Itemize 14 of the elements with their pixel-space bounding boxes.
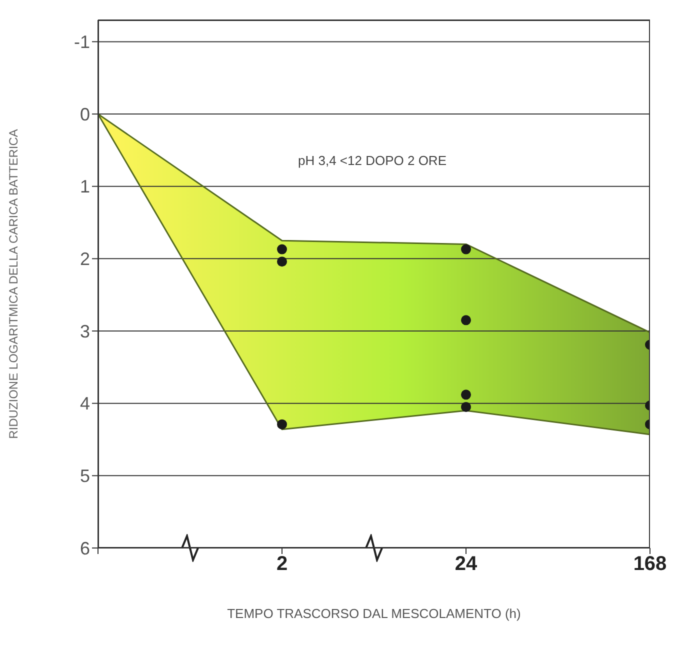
y-tick-label: 1: [80, 176, 90, 197]
x-tick-label: 24: [454, 553, 478, 576]
y-tick-label: 6: [80, 538, 90, 558]
x-tick-label: 2: [276, 553, 288, 576]
x-tick-label: 168: [633, 553, 667, 576]
y-tick-label: 5: [80, 466, 90, 486]
annotation: pH 3,4 <12 DOPO 2 ORE: [298, 153, 446, 168]
y-tick-label: -1: [74, 32, 90, 52]
y-tick-label: 4: [80, 394, 90, 414]
x-axis-title: TEMPO TRASCORSO DAL MESCOLAMENTO (h): [227, 606, 521, 621]
y-tick-label: 2: [80, 249, 90, 270]
y-axis-title: RIDUZIONE LOGARITMICA DELLA CARICA BATTERICA: [6, 129, 20, 439]
y-tick-label: 0: [80, 104, 90, 124]
y-tick-label: 3: [80, 321, 90, 342]
